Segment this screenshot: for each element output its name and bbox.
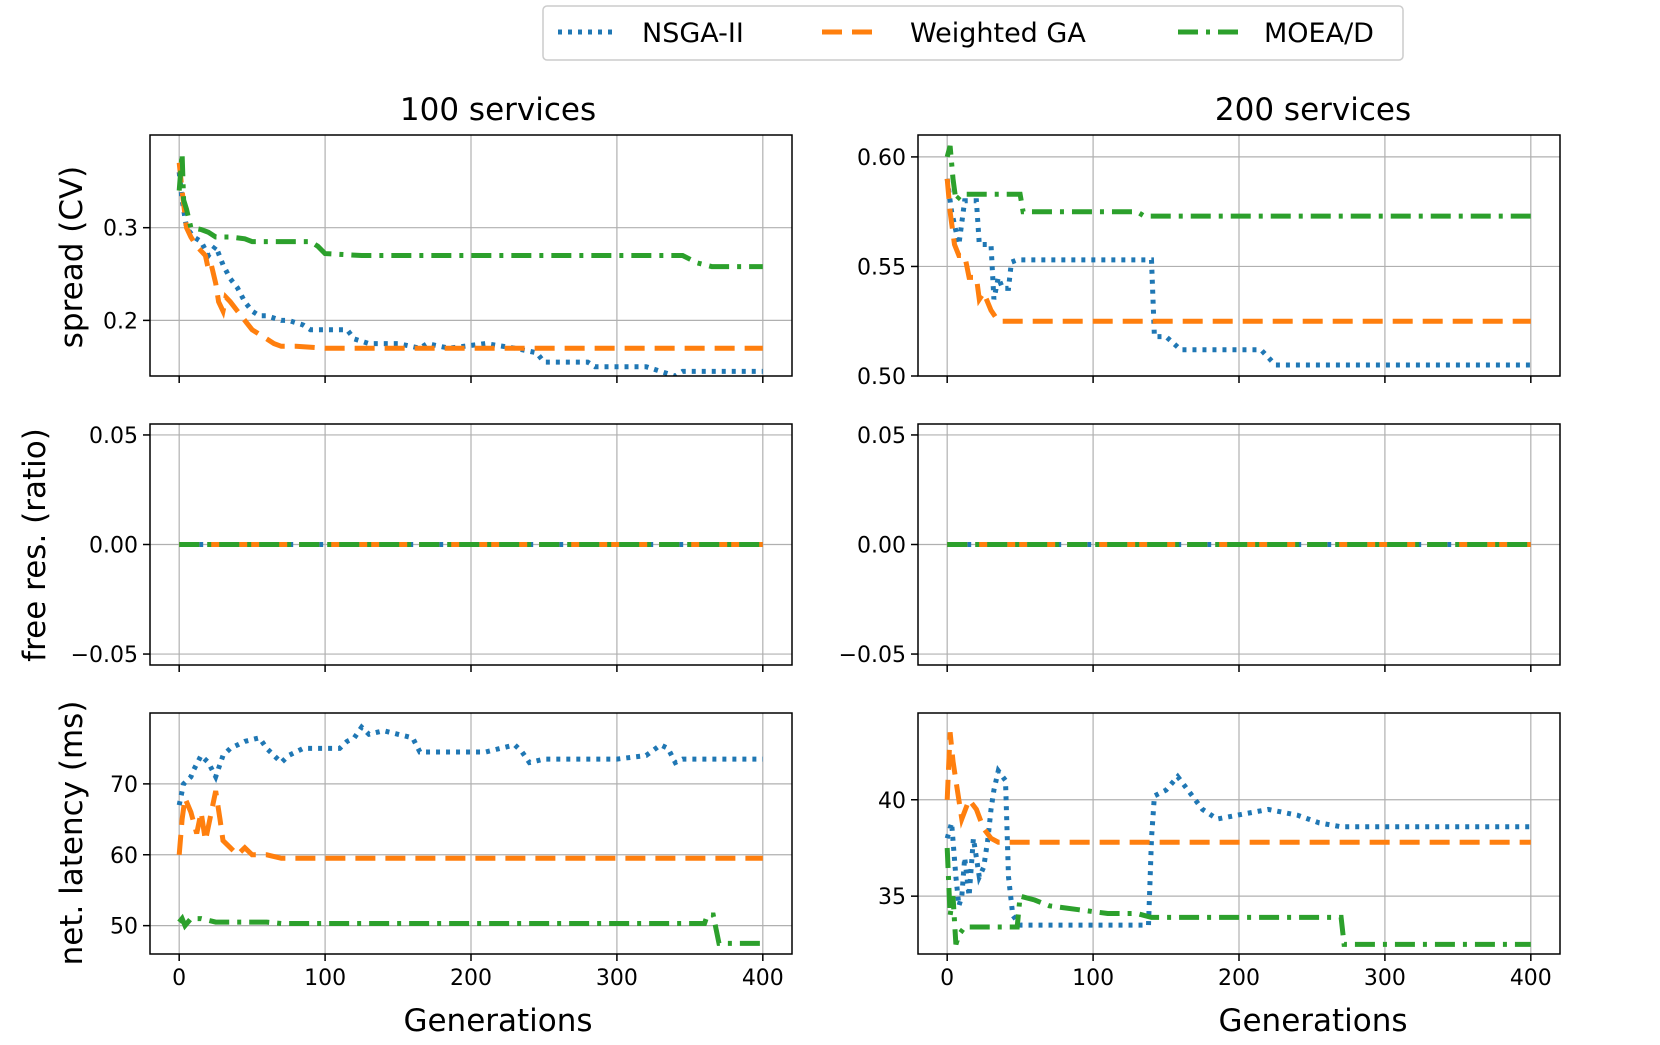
series-group [944,145,1531,368]
panel-freeres-200: −0.05 0.00 0.05 [839,423,1561,672]
x-tick-label: 300 [596,966,638,991]
x-tick-label: 200 [450,966,492,991]
legend-label-moead: MOEA/D [1264,18,1374,49]
y-tick-label: 40 [878,789,906,814]
ylabel-net-latency: net. latency (ms) [54,701,90,966]
y-tick-label: 0.05 [89,424,138,449]
panel-spread-100: 0.2 0.3 [103,134,793,383]
panels: 0.2 0.3 0.50 0.55 0.60 −0.05 0.00 0.05 −0.05 0.00… [71,134,1561,991]
y-tick-label: 0.3 [103,217,138,242]
xlabel-right: Generations [1218,1003,1407,1039]
panel-spread-200: 0.50 0.55 0.60 [857,134,1561,390]
series-line-nsga-ii [944,764,1531,928]
series-line-nsga-ii [176,171,763,376]
series-line-weighted-ga [944,732,1531,845]
y-tick-label: 35 [878,885,906,910]
y-tick-label: −0.05 [71,643,138,668]
x-tick-label: 0 [172,966,186,991]
legend-label-weighted-ga: Weighted GA [910,18,1086,49]
x-tick-label: 200 [1218,966,1260,991]
series-line-weighted-ga [176,162,763,351]
series-line-weighted-ga [176,788,763,861]
x-tick-label: 0 [940,966,954,991]
y-tick-label: 70 [110,773,138,798]
ylabel-free-res: free res. (ratio) [17,428,53,662]
series-group [176,723,763,946]
series-line-weighted-ga [944,178,1531,324]
y-tick-label: 0.00 [89,534,138,559]
ylabel-spread: spread (CV) [54,166,90,349]
series-line-moea-d [177,912,763,946]
x-tick-label: 100 [304,966,346,991]
x-tick-label: 300 [1364,966,1406,991]
y-tick-label: 60 [110,844,138,869]
y-tick-label: 0.50 [857,365,906,390]
series-line-moea-d [944,145,1531,219]
column-title-200-services: 200 services [1215,92,1411,128]
legend-box [542,5,1404,61]
legend-label-nsga2: NSGA-II [642,18,744,49]
y-tick-label: 0.55 [857,255,906,280]
panel-freeres-100: −0.05 0.00 0.05 [71,423,793,672]
y-tick-label: 50 [110,915,138,940]
series-line-nsga-ii [944,178,1531,368]
panel-latency-200: 0 100 200 300 400 35 40 [878,712,1561,991]
y-tick-label: 0.00 [857,534,906,559]
column-title-100-services: 100 services [400,92,596,128]
x-tick-label: 400 [1510,966,1552,991]
y-tick-label: −0.05 [839,643,906,668]
series-group [176,153,763,376]
xlabel-left: Generations [403,1003,592,1039]
series-line-moea-d [176,153,763,270]
legend: NSGA-II Weighted GA MOEA/D [542,5,1404,61]
y-tick-label: 0.05 [857,424,906,449]
series-line-moea-d [944,847,1531,947]
panel-latency-100: 0 100 200 300 400 50 60 70 [110,712,793,991]
y-tick-label: 0.60 [857,146,906,171]
series-group [944,732,1531,947]
y-tick-label: 0.2 [103,309,138,334]
x-tick-label: 400 [742,966,784,991]
x-tick-label: 100 [1072,966,1114,991]
